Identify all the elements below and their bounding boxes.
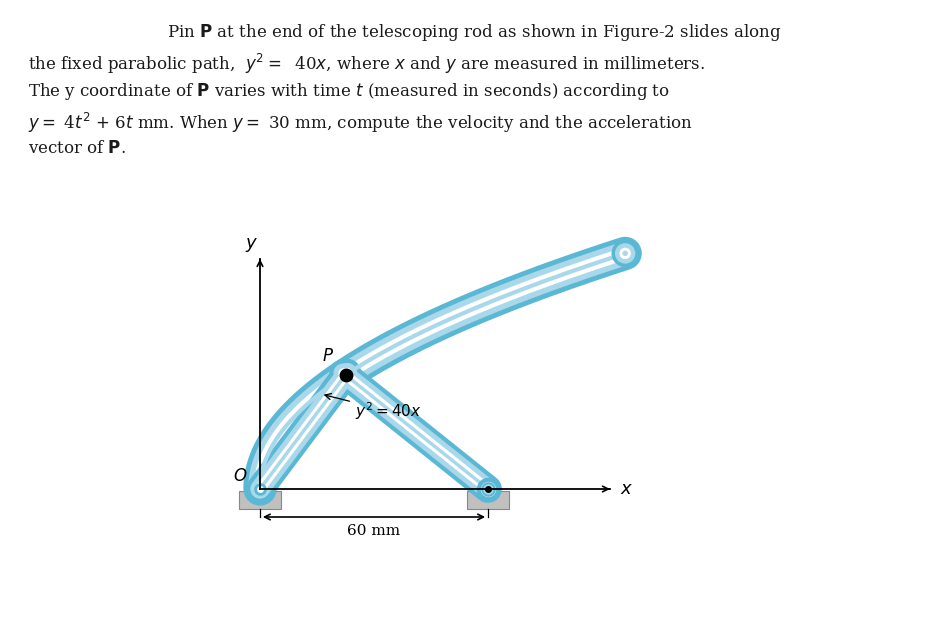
Text: $x$: $x$	[620, 480, 633, 498]
Circle shape	[621, 249, 630, 258]
Text: $y^2 = 40x$: $y^2 = 40x$	[325, 393, 421, 422]
FancyBboxPatch shape	[239, 491, 281, 509]
Text: 60 mm: 60 mm	[347, 524, 400, 538]
Text: Pin $\mathbf{P}$ at the end of the telescoping rod as shown in Figure-2 slides a: Pin $\mathbf{P}$ at the end of the teles…	[167, 22, 781, 43]
Text: $y =$ 4$t^2$ $+$ 6$t$ mm. When $y =$ 30 mm, compute the velocity and the acceler: $y =$ 4$t^2$ $+$ 6$t$ mm. When $y =$ 30 …	[28, 111, 693, 135]
Text: $O$: $O$	[233, 468, 247, 485]
Text: vector of $\mathbf{P}$.: vector of $\mathbf{P}$.	[28, 140, 126, 157]
Text: The y coordinate of $\mathbf{P}$ varies with time $t$ (measured in seconds) acco: The y coordinate of $\mathbf{P}$ varies …	[28, 81, 670, 102]
Text: $y$: $y$	[246, 236, 259, 254]
Text: $P$: $P$	[322, 348, 333, 365]
Text: the fixed parabolic path,  $y^2 = $  40$x$, where $x$ and $y$ are measured in mi: the fixed parabolic path, $y^2 = $ 40$x$…	[28, 52, 705, 75]
Circle shape	[616, 244, 635, 263]
Circle shape	[623, 251, 627, 256]
Circle shape	[612, 240, 638, 267]
FancyBboxPatch shape	[467, 491, 509, 509]
